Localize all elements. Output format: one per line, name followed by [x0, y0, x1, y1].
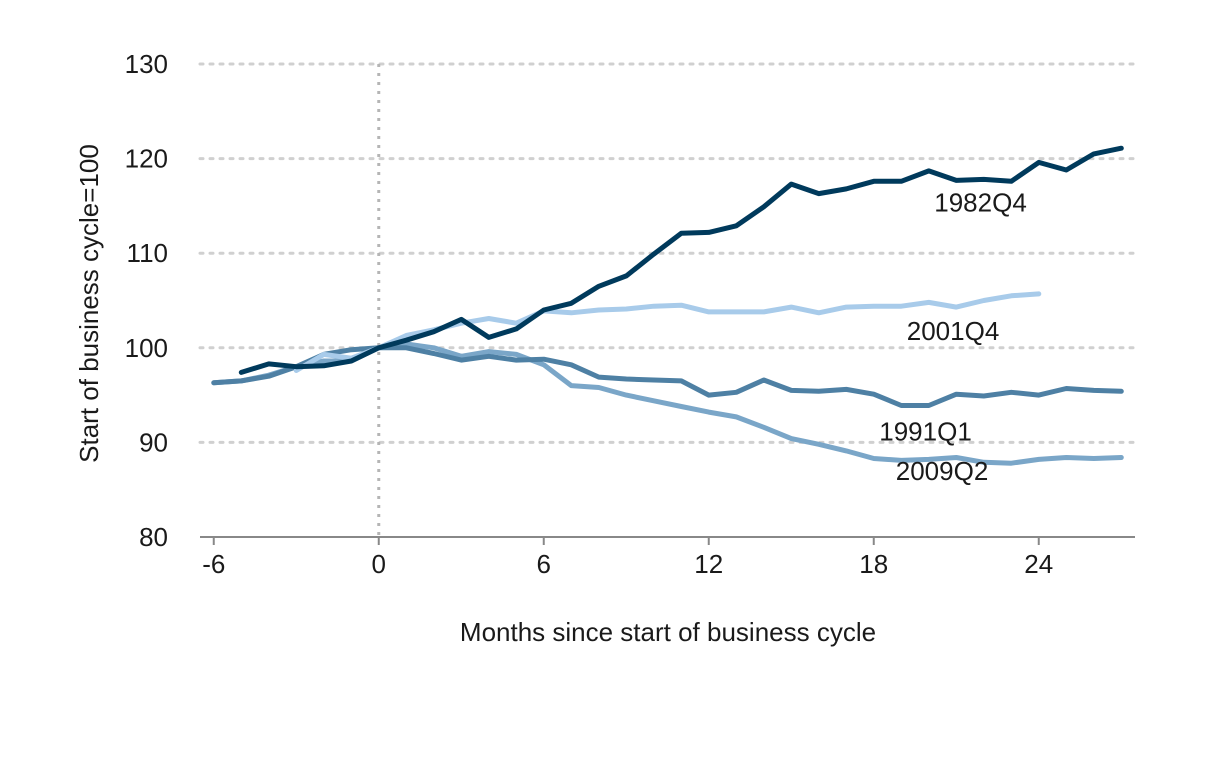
x-tick-label: 24	[1024, 549, 1053, 579]
x-tick-label: 0	[372, 549, 386, 579]
x-tick-label: 18	[859, 549, 888, 579]
y-tick-label: 90	[139, 427, 168, 457]
y-tick-label: 130	[125, 49, 168, 79]
x-tick-label: 12	[694, 549, 723, 579]
series-label-2009Q2: 2009Q2	[896, 456, 989, 486]
y-axis-title: Start of business cycle=100	[74, 144, 104, 463]
series-label-2001Q4: 2001Q4	[907, 316, 1000, 346]
series-lines	[211, 145, 1124, 466]
x-axis-title: Months since start of business cycle	[460, 617, 876, 647]
series-line-1991Q1	[211, 345, 1124, 408]
series-line-1982Q4	[238, 145, 1124, 375]
y-tick-label: 100	[125, 333, 168, 363]
series-labels: 1982Q4 2001Q4 1991Q1 2009Q2	[879, 188, 1027, 487]
y-tick-labels: 80 90 100 110 120 130	[125, 49, 168, 552]
y-tick-label: 120	[125, 144, 168, 174]
axes	[200, 536, 1135, 545]
series-label-1991Q1: 1991Q1	[879, 417, 972, 447]
x-tick-label: 6	[537, 549, 551, 579]
x-tick-labels: -6 0 6 12 18 24	[202, 549, 1053, 579]
y-tick-label: 80	[139, 522, 168, 552]
series-line-2001Q4	[293, 291, 1042, 373]
gridlines	[198, 62, 1137, 444]
y-tick-label: 110	[127, 238, 168, 268]
x-tick-label: -6	[202, 549, 225, 579]
series-label-1982Q4: 1982Q4	[934, 188, 1027, 218]
